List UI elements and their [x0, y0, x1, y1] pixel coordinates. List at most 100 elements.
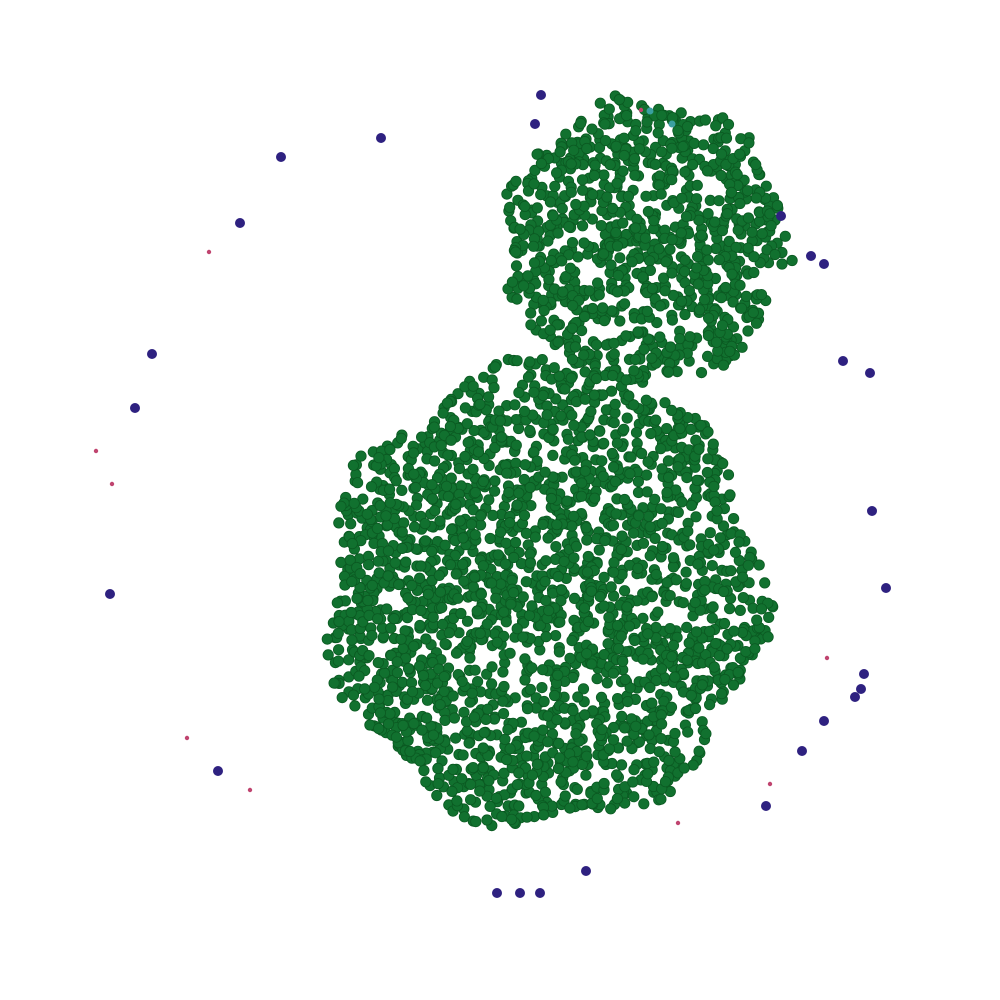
- cluster-node: [487, 509, 499, 522]
- cluster-node: [626, 256, 638, 268]
- cluster-node: [629, 222, 642, 234]
- cluster-node: [630, 426, 643, 439]
- cluster-node: [598, 571, 610, 583]
- cluster-node: [669, 671, 681, 683]
- cluster-node: [742, 325, 754, 337]
- cluster-node: [438, 671, 450, 683]
- cluster-node: [580, 522, 592, 534]
- cluster-node: [368, 681, 381, 693]
- cluster-node: [656, 109, 668, 121]
- cluster-node: [701, 165, 714, 177]
- cluster-node: [762, 631, 774, 643]
- cluster-node: [373, 693, 385, 705]
- cluster-node: [675, 227, 687, 239]
- cluster-node: [477, 762, 489, 774]
- isolate-node: [376, 133, 386, 143]
- cluster-node: [552, 336, 564, 348]
- cluster-node: [630, 125, 642, 137]
- cluster-node: [681, 121, 694, 133]
- cluster-node: [491, 636, 503, 648]
- large-cluster: [321, 353, 779, 832]
- minor-node: [247, 787, 253, 793]
- cluster-node: [682, 525, 694, 537]
- cluster-node: [443, 627, 455, 639]
- cluster-node: [413, 572, 426, 584]
- minor-node: [93, 448, 99, 454]
- cluster-node: [435, 439, 447, 451]
- cluster-node: [465, 518, 477, 530]
- cluster-node: [627, 776, 639, 788]
- cluster-node: [619, 673, 631, 686]
- cluster-node: [598, 315, 611, 327]
- cluster-node: [432, 778, 444, 790]
- cluster-node: [643, 510, 655, 523]
- accent-node: [668, 120, 676, 128]
- cluster-node: [521, 811, 533, 823]
- cluster-node: [457, 558, 469, 570]
- cluster-node: [332, 627, 344, 639]
- cluster-node: [427, 611, 439, 623]
- cluster-node: [549, 629, 562, 642]
- cluster-node: [706, 559, 718, 572]
- minor-node: [675, 820, 681, 826]
- cluster-node: [652, 606, 664, 618]
- cluster-node: [693, 745, 705, 757]
- cluster-node: [670, 574, 682, 586]
- cluster-node: [537, 664, 549, 676]
- cluster-node: [629, 353, 641, 366]
- cluster-node: [605, 259, 617, 271]
- cluster-node: [433, 663, 445, 675]
- cluster-node: [620, 110, 633, 122]
- cluster-node: [735, 302, 748, 314]
- cluster-node: [430, 747, 442, 759]
- cluster-node: [749, 643, 761, 655]
- isolate-node: [492, 888, 502, 898]
- cluster-node: [499, 733, 511, 745]
- cluster-node: [616, 710, 628, 723]
- cluster-node: [685, 499, 698, 511]
- cluster-node: [335, 500, 347, 512]
- cluster-node: [459, 402, 471, 414]
- cluster-node: [610, 508, 622, 520]
- cluster-node: [374, 707, 386, 719]
- cluster-node: [606, 202, 619, 214]
- cluster-node: [637, 612, 649, 624]
- cluster-node: [554, 616, 566, 628]
- cluster-node: [400, 556, 412, 568]
- cluster-node: [433, 569, 445, 582]
- cluster-node: [724, 489, 736, 501]
- cluster-node: [457, 749, 469, 761]
- cluster-node: [741, 185, 754, 197]
- cluster-node: [763, 611, 775, 624]
- cluster-node: [779, 230, 791, 242]
- cluster-node: [633, 736, 646, 748]
- cluster-node: [607, 519, 620, 531]
- cluster-node: [363, 649, 375, 662]
- cluster-node: [572, 691, 584, 703]
- cluster-node: [609, 476, 622, 488]
- cluster-node: [566, 322, 579, 334]
- cluster-node: [581, 648, 593, 660]
- cluster-node: [594, 97, 606, 109]
- cluster-node: [513, 800, 525, 812]
- cluster-node: [553, 370, 565, 382]
- cluster-node: [482, 391, 495, 403]
- cluster-node: [345, 518, 357, 530]
- cluster-node: [708, 480, 720, 492]
- cluster-node: [555, 410, 567, 422]
- cluster-node: [692, 278, 704, 290]
- cluster-node: [682, 726, 694, 738]
- cluster-node: [471, 605, 483, 617]
- cluster-node: [456, 773, 468, 785]
- cluster-node: [731, 169, 743, 181]
- cluster-node: [662, 455, 675, 467]
- cluster-node: [439, 539, 451, 551]
- cluster-node: [489, 361, 501, 373]
- cluster-node: [648, 756, 660, 768]
- cluster-node: [644, 255, 656, 267]
- cluster-node: [622, 695, 634, 708]
- cluster-node: [450, 568, 462, 580]
- cluster-node: [551, 519, 563, 531]
- cluster-node: [707, 601, 719, 613]
